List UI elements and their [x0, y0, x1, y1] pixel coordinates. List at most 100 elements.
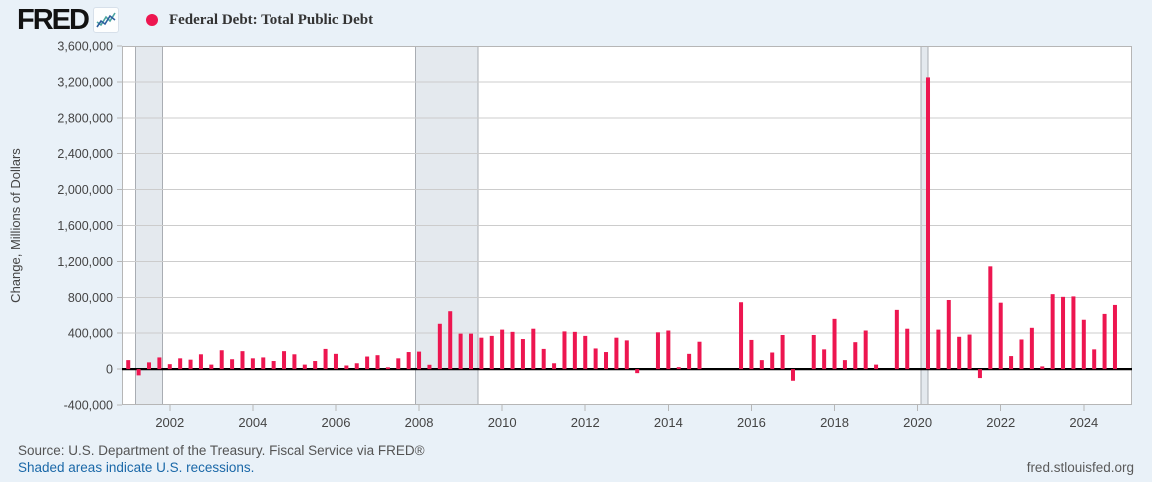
bar-2011-Q1[interactable] [541, 348, 546, 370]
bar-2024-Q4[interactable] [1112, 304, 1117, 370]
bar-2009-Q2[interactable] [468, 333, 473, 370]
bar-2022-Q3[interactable] [1019, 339, 1024, 370]
bar-2021-Q3[interactable] [977, 369, 982, 379]
bar-2006-Q4[interactable] [365, 356, 370, 370]
series-title: Federal Debt: Total Public Debt [168, 11, 374, 28]
bar-2017-Q4[interactable] [822, 349, 827, 370]
bar-2022-Q4[interactable] [1029, 327, 1034, 370]
bar-2004-Q2[interactable] [261, 357, 266, 370]
bar-2010-Q3[interactable] [520, 339, 525, 370]
bar-2012-Q4[interactable] [614, 337, 619, 370]
bar-2001-Q3[interactable] [147, 362, 152, 370]
fred-site-link[interactable]: fred.stlouisfed.org [1026, 460, 1134, 475]
bar-2005-Q3[interactable] [313, 361, 318, 370]
bar-2007-Q3[interactable] [396, 358, 401, 370]
bar-2011-Q4[interactable] [572, 331, 577, 370]
bar-2002-Q3[interactable] [188, 359, 193, 370]
bar-2024-Q2[interactable] [1092, 349, 1097, 370]
bar-2004-Q4[interactable] [282, 351, 287, 370]
bar-2018-Q1[interactable] [832, 318, 837, 370]
bar-2019-Q3[interactable] [894, 309, 899, 370]
bar-2023-Q3[interactable] [1061, 296, 1066, 370]
bar-2006-Q3[interactable] [354, 363, 359, 370]
y-tick-label: 2,800,000 [57, 111, 113, 125]
bar-2019-Q1[interactable] [874, 364, 879, 370]
bar-2012-Q3[interactable] [604, 352, 609, 370]
bar-2022-Q1[interactable] [998, 302, 1003, 370]
bar-2001-Q1[interactable] [126, 360, 131, 370]
bar-2007-Q4[interactable] [406, 352, 411, 370]
bar-2023-Q4[interactable] [1071, 296, 1076, 370]
bar-2017-Q1[interactable] [790, 369, 795, 381]
bar-2020-Q4[interactable] [946, 299, 951, 370]
bar-2013-Q4[interactable] [655, 332, 660, 370]
bar-2003-Q1[interactable] [209, 364, 214, 370]
bar-2014-Q4[interactable] [697, 341, 702, 370]
bar-2002-Q2[interactable] [178, 358, 183, 370]
bar-2016-Q1[interactable] [749, 339, 754, 370]
bar-2013-Q2[interactable] [635, 369, 640, 374]
fred-logo[interactable]: FRED [17, 3, 90, 36]
bar-2019-Q4[interactable] [905, 328, 910, 370]
bar-2003-Q4[interactable] [240, 351, 245, 370]
bar-2003-Q3[interactable] [230, 359, 235, 370]
bar-2016-Q3[interactable] [770, 352, 775, 370]
footer-left: Source: U.S. Department of the Treasury.… [18, 442, 425, 482]
bar-2016-Q4[interactable] [780, 334, 785, 370]
bar-2002-Q1[interactable] [167, 364, 172, 370]
bar-2024-Q1[interactable] [1081, 319, 1086, 370]
bar-2024-Q3[interactable] [1102, 313, 1107, 370]
bar-2004-Q1[interactable] [250, 358, 255, 370]
bar-2003-Q2[interactable] [219, 350, 224, 370]
bar-2014-Q2[interactable] [676, 367, 681, 370]
bar-2023-Q2[interactable] [1050, 294, 1055, 370]
bar-2012-Q1[interactable] [583, 335, 588, 370]
series-legend-dot [145, 14, 158, 26]
bar-2005-Q1[interactable] [292, 354, 297, 370]
recession-note-link[interactable]: Shaded areas indicate U.S. recessions. [18, 460, 255, 475]
bar-2007-Q2[interactable] [385, 367, 390, 370]
chart-area[interactable]: -400,000 0 400,000 800,000 1,200,000 1,600,00… [0, 40, 1152, 440]
bar-2005-Q4[interactable] [323, 348, 328, 370]
bar-2008-Q2[interactable] [427, 364, 432, 370]
bar-2011-Q2[interactable] [552, 363, 557, 370]
bar-2008-Q4[interactable] [448, 311, 453, 370]
bar-2022-Q2[interactable] [1009, 356, 1014, 370]
bar-2006-Q2[interactable] [344, 365, 349, 370]
bar-2008-Q3[interactable] [437, 323, 442, 370]
bar-2020-Q2[interactable] [926, 77, 931, 370]
bar-2001-Q4[interactable] [157, 357, 162, 370]
bar-2009-Q1[interactable] [458, 333, 463, 370]
y-tick-label: 2,400,000 [57, 147, 113, 161]
bar-2002-Q4[interactable] [198, 354, 203, 370]
bar-2013-Q1[interactable] [624, 340, 629, 370]
bar-2001-Q2[interactable] [136, 369, 141, 376]
bar-2018-Q2[interactable] [842, 360, 847, 370]
bar-2021-Q4[interactable] [988, 266, 993, 370]
bar-2004-Q3[interactable] [271, 361, 276, 370]
bar-2008-Q1[interactable] [417, 351, 422, 370]
bar-2012-Q2[interactable] [593, 348, 598, 370]
bar-2021-Q2[interactable] [967, 334, 972, 370]
bar-2023-Q1[interactable] [1040, 366, 1045, 370]
bar-2009-Q3[interactable] [479, 337, 484, 370]
bar-2005-Q2[interactable] [302, 364, 307, 370]
bar-2014-Q1[interactable] [666, 330, 671, 370]
bar-2016-Q2[interactable] [759, 360, 764, 370]
bar-2014-Q3[interactable] [687, 353, 692, 370]
bar-2010-Q1[interactable] [500, 329, 505, 370]
bar-2006-Q1[interactable] [333, 353, 338, 370]
y-tick-label: 400,000 [68, 327, 113, 341]
bar-2009-Q4[interactable] [489, 335, 494, 370]
bar-2018-Q4[interactable] [863, 330, 868, 370]
bar-2007-Q1[interactable] [375, 355, 380, 370]
bar-2018-Q3[interactable] [853, 342, 858, 370]
bar-2010-Q2[interactable] [510, 331, 515, 370]
bar-2015-Q4[interactable] [739, 302, 744, 370]
bar-2011-Q3[interactable] [562, 331, 567, 370]
bar-2020-Q3[interactable] [936, 329, 941, 370]
bar-2010-Q4[interactable] [531, 328, 536, 370]
bar-2017-Q3[interactable] [811, 334, 816, 370]
bar-2021-Q1[interactable] [957, 336, 962, 370]
